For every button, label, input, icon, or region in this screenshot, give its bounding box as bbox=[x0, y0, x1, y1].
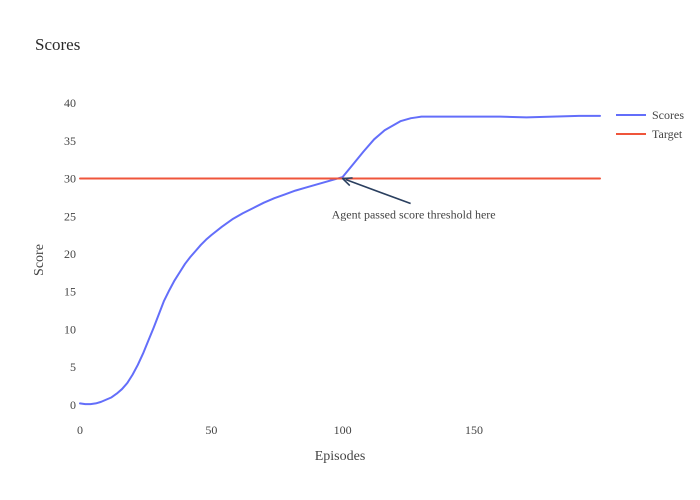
series-layer bbox=[79, 114, 601, 406]
legend-label-scores: Scores bbox=[652, 108, 684, 122]
annotation-text: Agent passed score threshold here bbox=[332, 208, 496, 222]
y-tick-label: 30 bbox=[64, 172, 76, 186]
series-line-scores bbox=[79, 114, 601, 406]
x-tick-label: 150 bbox=[465, 423, 483, 437]
annotation-arrow-head bbox=[341, 177, 353, 187]
y-tick-label: 10 bbox=[64, 322, 76, 336]
legend-item-scores[interactable]: Scores bbox=[616, 108, 684, 122]
annotation-layer: Agent passed score threshold here bbox=[332, 177, 496, 222]
x-tick-label: 50 bbox=[205, 423, 217, 437]
annotation-arrow-shaft bbox=[345, 178, 411, 205]
y-axis-label: Score bbox=[32, 244, 47, 276]
y-tick-label: 40 bbox=[64, 96, 76, 110]
y-axis-ticks: 0 5 10 15 20 25 30 35 40 bbox=[64, 96, 76, 412]
y-tick-label: 20 bbox=[64, 247, 76, 261]
chart-title: Scores bbox=[35, 35, 80, 54]
legend[interactable]: Scores Target bbox=[616, 108, 684, 141]
legend-label-target: Target bbox=[652, 127, 683, 141]
y-tick-label: 5 bbox=[70, 360, 76, 374]
y-tick-label: 15 bbox=[64, 285, 76, 299]
y-tick-label: 35 bbox=[64, 134, 76, 148]
x-axis-ticks: 0 50 100 150 bbox=[77, 423, 483, 437]
x-tick-label: 0 bbox=[77, 423, 83, 437]
legend-item-target[interactable]: Target bbox=[616, 127, 683, 141]
x-axis-label: Episodes bbox=[315, 449, 366, 464]
y-tick-label: 25 bbox=[64, 209, 76, 223]
x-tick-label: 100 bbox=[334, 423, 352, 437]
y-tick-label: 0 bbox=[70, 398, 76, 412]
